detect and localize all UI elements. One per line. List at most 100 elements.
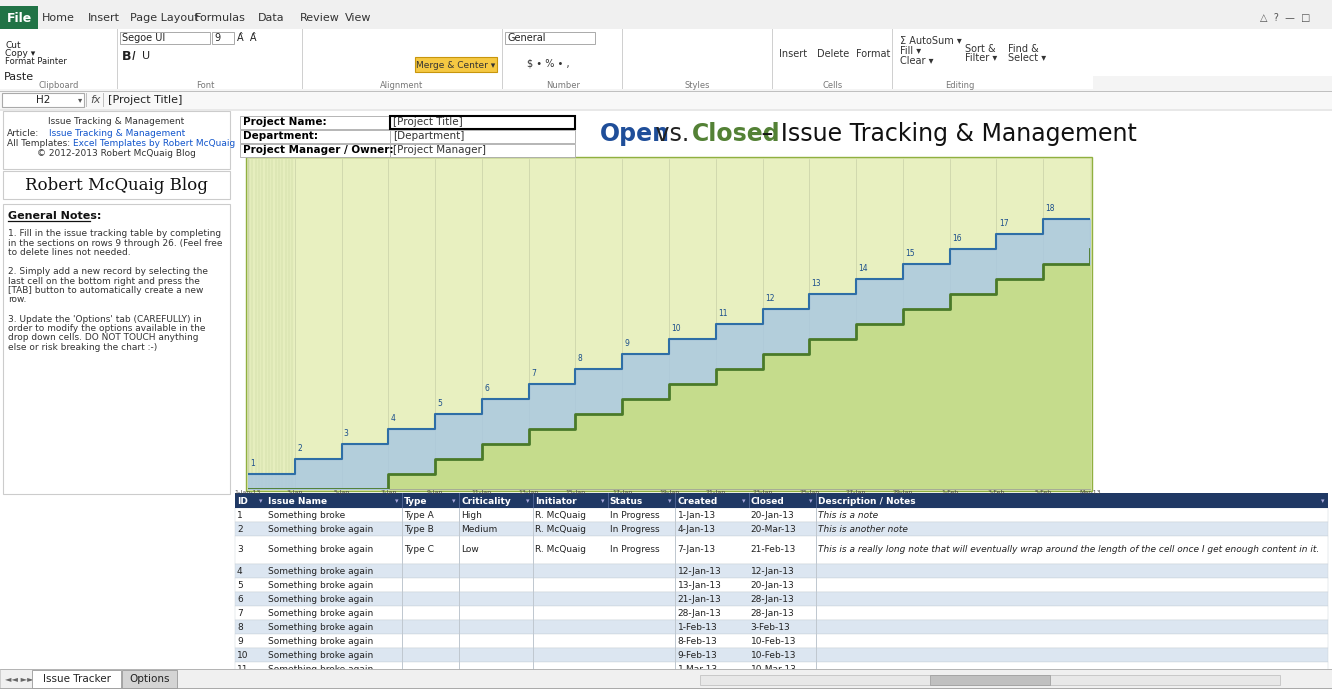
- Text: Issue Tracking & Management: Issue Tracking & Management: [49, 129, 185, 138]
- Bar: [0, 91, 1332, 92]
- Text: 1-Jan-13: 1-Jan-13: [678, 511, 715, 520]
- Bar: [234, 508, 1328, 522]
- Text: Closed: Closed: [751, 497, 785, 506]
- Text: Initiator: Initiator: [535, 497, 577, 506]
- Bar: [0, 688, 1332, 689]
- Text: Copy ▾: Copy ▾: [5, 50, 35, 59]
- Text: △  ?  —  □: △ ? — □: [1260, 13, 1311, 23]
- Text: 11: 11: [237, 664, 249, 674]
- Text: to delete lines not needed.: to delete lines not needed.: [8, 248, 131, 257]
- Text: 13-Jan-13: 13-Jan-13: [678, 581, 722, 590]
- Bar: [240, 144, 390, 157]
- Text: Status: Status: [610, 497, 643, 506]
- Text: Something broke again: Something broke again: [268, 608, 373, 617]
- Bar: [623, 29, 773, 89]
- Text: ▾: ▾: [79, 96, 83, 105]
- Text: File: File: [7, 12, 32, 25]
- Text: row.: row.: [8, 296, 27, 305]
- Text: Open: Open: [599, 122, 670, 146]
- Bar: [32, 670, 121, 688]
- Text: ▾: ▾: [258, 498, 262, 504]
- Bar: [234, 620, 1328, 634]
- Text: This is another note: This is another note: [818, 524, 908, 533]
- Text: Format Painter: Format Painter: [5, 57, 67, 67]
- Text: 12-Jan-13: 12-Jan-13: [751, 566, 794, 575]
- Text: ▾: ▾: [526, 498, 530, 504]
- Bar: [701, 675, 1280, 685]
- Text: 8-Feb-13: 8-Feb-13: [678, 637, 717, 646]
- Text: 9-Feb-13: 9-Feb-13: [678, 650, 717, 659]
- Text: 3: 3: [344, 429, 349, 438]
- Text: Criticality: Criticality: [461, 497, 510, 506]
- Text: ▾: ▾: [669, 498, 671, 504]
- Text: Type C: Type C: [404, 546, 434, 555]
- Text: [Project Manager]: [Project Manager]: [393, 145, 486, 155]
- Bar: [3, 204, 230, 494]
- Bar: [234, 522, 1328, 536]
- Text: Article:: Article:: [7, 129, 39, 138]
- Bar: [234, 578, 1328, 592]
- Text: 10-Feb-13: 10-Feb-13: [751, 637, 797, 646]
- Text: 1: 1: [250, 459, 256, 468]
- Text: Formulas: Formulas: [194, 13, 246, 23]
- Text: ▾: ▾: [810, 498, 813, 504]
- Text: Home: Home: [43, 13, 75, 23]
- Text: R. McQuaig: R. McQuaig: [535, 524, 586, 533]
- Text: 7: 7: [531, 369, 535, 378]
- Text: 9: 9: [214, 33, 220, 43]
- Text: Paste: Paste: [4, 72, 35, 82]
- Text: 20-Jan-13: 20-Jan-13: [751, 511, 794, 520]
- Text: Type B: Type B: [404, 524, 434, 533]
- Text: [Department]: [Department]: [393, 131, 465, 141]
- Text: Data: Data: [258, 13, 285, 23]
- Text: Sort &: Sort &: [964, 44, 995, 54]
- Text: All Templates:: All Templates:: [7, 138, 71, 147]
- Bar: [892, 29, 1094, 89]
- Bar: [3, 171, 230, 199]
- Bar: [0, 109, 1332, 110]
- Text: – Issue Tracking & Management: – Issue Tracking & Management: [754, 122, 1138, 146]
- Text: Issue Tracking & Management: Issue Tracking & Management: [48, 118, 184, 127]
- Text: 3-Feb-13: 3-Feb-13: [751, 622, 790, 632]
- Text: last cell on the bottom right and press the: last cell on the bottom right and press …: [8, 276, 200, 285]
- Text: 10-Feb-13: 10-Feb-13: [751, 650, 797, 659]
- Text: 28-Jan-13: 28-Jan-13: [678, 608, 721, 617]
- Text: 1-Mar-13: 1-Mar-13: [678, 664, 718, 674]
- Text: View: View: [345, 13, 372, 23]
- Text: 9: 9: [237, 637, 242, 646]
- Text: 10: 10: [671, 324, 681, 333]
- Text: I: I: [132, 50, 136, 63]
- Bar: [119, 29, 302, 89]
- Text: 12: 12: [765, 294, 774, 303]
- Text: Review: Review: [300, 13, 340, 23]
- Text: U: U: [143, 51, 151, 61]
- Text: 6: 6: [237, 595, 242, 604]
- Text: 9: 9: [625, 339, 630, 348]
- Text: 21-Feb-13: 21-Feb-13: [751, 546, 797, 555]
- Text: ▾: ▾: [452, 498, 456, 504]
- Bar: [0, 89, 1332, 91]
- Text: 4: 4: [237, 566, 242, 575]
- Bar: [390, 130, 575, 143]
- Text: Project Manager / Owner:: Project Manager / Owner:: [242, 145, 393, 155]
- Bar: [234, 493, 1328, 508]
- Text: Issue Name: Issue Name: [268, 497, 326, 506]
- Text: Something broke again: Something broke again: [268, 622, 373, 632]
- Text: 2. Simply add a new record by selecting the: 2. Simply add a new record by selecting …: [8, 267, 208, 276]
- Bar: [240, 130, 390, 143]
- Text: Something broke again: Something broke again: [268, 595, 373, 604]
- Text: Σ AutoSum ▾: Σ AutoSum ▾: [900, 36, 962, 46]
- Bar: [416, 57, 497, 72]
- Bar: [246, 157, 1092, 491]
- Text: General Notes:: General Notes:: [8, 211, 101, 221]
- Text: 28-Jan-13: 28-Jan-13: [751, 608, 794, 617]
- Text: 21-Jan-13: 21-Jan-13: [678, 595, 721, 604]
- Bar: [234, 592, 1328, 606]
- Text: Page Layout: Page Layout: [131, 13, 198, 23]
- Text: $ • % • ,: $ • % • ,: [527, 59, 573, 69]
- Bar: [234, 662, 1328, 676]
- Bar: [0, 6, 39, 29]
- Text: 8: 8: [237, 622, 242, 632]
- Text: Low: Low: [461, 546, 478, 555]
- Bar: [390, 116, 575, 129]
